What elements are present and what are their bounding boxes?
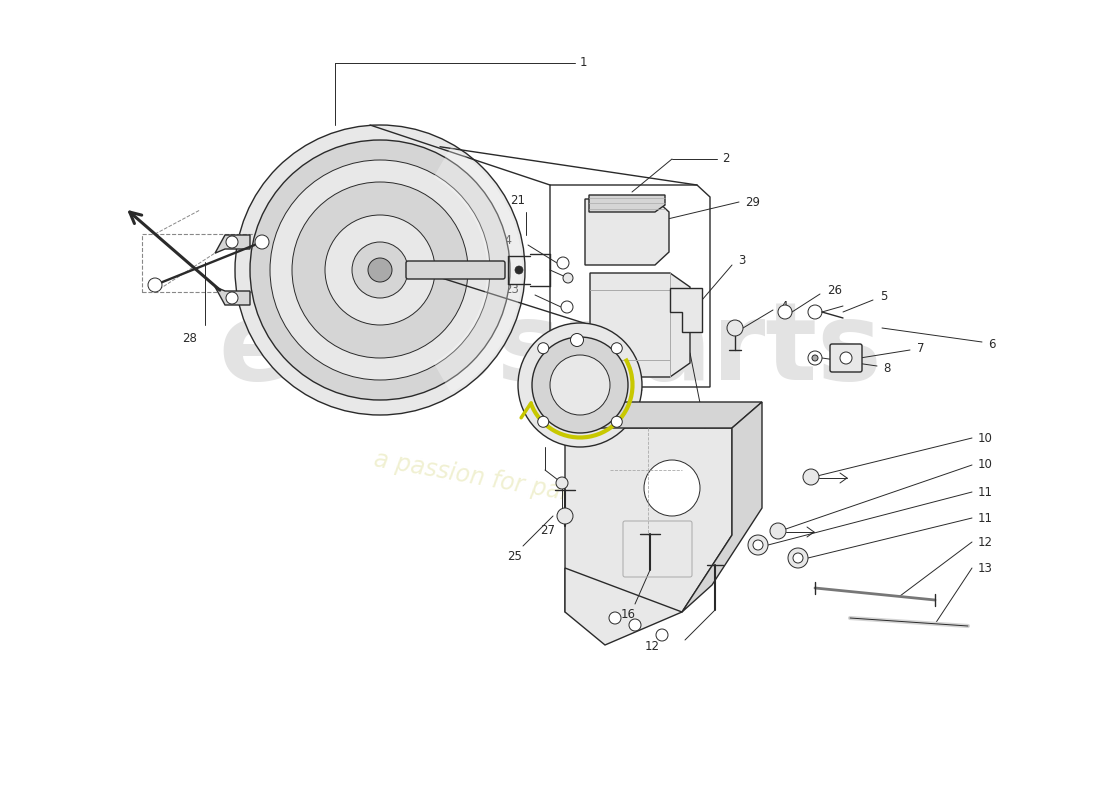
Text: 1: 1 [580,57,587,70]
Circle shape [840,352,852,364]
Circle shape [556,477,568,489]
Circle shape [324,215,435,325]
Circle shape [515,266,522,274]
Text: 16: 16 [620,607,636,621]
Circle shape [250,140,510,400]
Polygon shape [565,402,762,428]
Circle shape [629,619,641,631]
Circle shape [532,337,628,433]
FancyBboxPatch shape [830,344,862,372]
Circle shape [571,334,583,346]
Circle shape [557,257,569,269]
Circle shape [770,523,786,539]
Bar [142,234,280,292]
Circle shape [808,305,822,319]
Circle shape [612,342,623,354]
Circle shape [270,160,490,380]
Circle shape [812,355,818,361]
Circle shape [292,182,468,358]
Circle shape [644,460,700,516]
Text: 21: 21 [510,194,526,206]
Text: 2: 2 [722,153,729,166]
Circle shape [550,355,610,415]
Text: 26: 26 [827,283,842,297]
Polygon shape [565,568,682,645]
Text: 22: 22 [528,362,542,374]
Polygon shape [214,287,250,305]
Polygon shape [682,402,762,612]
Text: 29: 29 [745,195,760,209]
Circle shape [748,535,768,555]
Circle shape [538,342,549,354]
Circle shape [368,258,392,282]
Circle shape [754,540,763,550]
Circle shape [255,235,270,249]
Text: 8: 8 [883,362,890,374]
Circle shape [612,416,623,427]
Polygon shape [590,273,690,377]
Text: 12: 12 [645,641,660,654]
FancyBboxPatch shape [406,261,505,279]
Circle shape [808,351,822,365]
Text: 6: 6 [988,338,996,351]
Circle shape [352,242,408,298]
Text: 28: 28 [183,331,197,345]
Circle shape [561,301,573,313]
Text: 11: 11 [978,486,993,498]
Text: 23: 23 [505,282,519,295]
Polygon shape [585,199,669,265]
Text: 4: 4 [780,299,788,313]
Text: 3: 3 [738,254,746,266]
Circle shape [226,292,238,304]
Text: 10: 10 [978,431,993,445]
Circle shape [235,125,525,415]
Circle shape [226,236,238,248]
Text: a passion for parts since 1985: a passion for parts since 1985 [372,447,728,533]
Circle shape [518,323,642,447]
Circle shape [563,273,573,283]
Polygon shape [670,288,702,332]
Polygon shape [565,428,732,612]
Circle shape [803,469,820,485]
Circle shape [727,320,742,336]
Circle shape [656,629,668,641]
Circle shape [557,508,573,524]
Text: 27: 27 [540,523,556,537]
Text: 10: 10 [978,458,993,471]
Circle shape [609,612,622,624]
Text: 5: 5 [880,290,888,303]
Text: 25: 25 [507,550,522,562]
Text: 13: 13 [978,562,993,574]
Polygon shape [214,235,250,253]
Circle shape [148,278,162,292]
Polygon shape [588,195,666,212]
Text: eurosparts: eurosparts [218,297,882,403]
Circle shape [788,548,808,568]
Circle shape [778,305,792,319]
Circle shape [793,553,803,563]
Text: 7: 7 [917,342,924,354]
Text: 12: 12 [978,535,993,549]
Wedge shape [433,147,522,393]
Text: 11: 11 [978,511,993,525]
Circle shape [538,416,549,427]
Text: 24: 24 [497,234,513,247]
